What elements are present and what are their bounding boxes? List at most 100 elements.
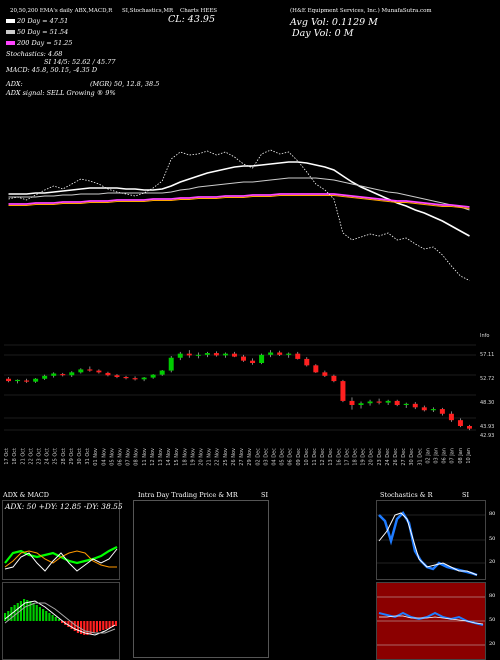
x-axis-label: 18 Oct xyxy=(12,448,18,465)
macd-bar xyxy=(45,611,48,621)
candle-body xyxy=(105,372,111,376)
candle-body xyxy=(42,375,48,379)
stochastics-panel: 80 50 20 xyxy=(376,500,495,580)
x-axis-label: 03 Dec xyxy=(263,448,269,466)
x-axis-label: 13 Dec xyxy=(328,448,334,466)
candle-body xyxy=(6,378,12,382)
close-dotted-line xyxy=(8,149,470,281)
x-axis-label: 21 Oct xyxy=(20,448,26,465)
x-axis-label: 01 Nov xyxy=(93,448,99,466)
x-axis-label: 30 Oct xyxy=(77,448,83,465)
candle-body xyxy=(250,360,256,363)
stoch-lines xyxy=(377,510,485,577)
adx-values: ADX: 50 +DY: 12.85 -DY: 38.55 xyxy=(5,502,123,511)
macd-bar xyxy=(114,621,117,626)
candle-body xyxy=(286,353,292,355)
stoch-tick-80: 80 xyxy=(489,511,496,517)
si-white-line xyxy=(379,615,484,625)
x-axis-label: 25 Nov xyxy=(223,448,229,466)
day-volume: Day Vol: 0 M xyxy=(292,28,354,39)
candle-body xyxy=(87,369,93,371)
x-axis-label: 26 Dec xyxy=(393,448,399,466)
candle-body xyxy=(421,407,427,411)
x-axis-label: 10 Jan xyxy=(466,448,472,464)
candle-body xyxy=(213,353,219,356)
candle-body xyxy=(268,352,274,355)
candle-body xyxy=(141,377,147,380)
intraday-si-label: SI xyxy=(261,491,269,499)
price-axis-label: 43.93 xyxy=(480,424,494,430)
macd-bar xyxy=(32,603,35,621)
candle-body xyxy=(304,358,310,366)
candle-body xyxy=(159,370,165,375)
main-price-chart: Info 57.11 52.72 48.30 43.93 42.93 17 Oct 18 O… xyxy=(4,149,494,466)
candle-body xyxy=(96,370,102,373)
candle-body xyxy=(114,375,120,377)
x-axis-label: 26 Nov xyxy=(231,448,237,466)
candle-body xyxy=(376,401,382,403)
x-axis-label: 24 Oct xyxy=(45,448,51,465)
x-axis-label: 12 Dec xyxy=(320,448,326,466)
macd-bar xyxy=(4,613,7,621)
macd-bar xyxy=(29,601,32,621)
x-axis-label: 18 Dec xyxy=(353,448,359,466)
x-axis-label: 20 Nov xyxy=(199,448,205,466)
candle-body xyxy=(412,403,418,408)
stoch-panel-title: Stochastics & R xyxy=(380,491,433,499)
x-axis-label: 22 Nov xyxy=(215,448,221,466)
candle-body xyxy=(186,353,192,356)
legend-ema50: 50 Day = 51.54 xyxy=(6,28,68,36)
legend-macd: MACD: 45.8, 50.15, -4.35 D xyxy=(6,66,98,74)
adx-orange-line xyxy=(4,550,117,568)
x-axis-label: 25 Oct xyxy=(53,448,59,465)
candle-body xyxy=(168,357,174,371)
ema50-line xyxy=(8,177,470,211)
x-axis-label: 15 Nov xyxy=(174,448,180,466)
candle-body xyxy=(331,375,337,382)
x-axis-label: 21 Nov xyxy=(207,448,213,466)
close-price: CL: 43.95 xyxy=(168,14,215,25)
x-axis-label: 09 Dec xyxy=(296,448,302,466)
macd-bar xyxy=(54,617,57,621)
macd-histogram xyxy=(4,599,117,636)
candle-body xyxy=(15,379,21,382)
macd-bar xyxy=(38,607,41,621)
x-axis-label: 19 Nov xyxy=(190,448,196,466)
si-tick-50: 50 xyxy=(489,617,496,623)
x-axis-label: 28 Oct xyxy=(61,448,67,465)
x-axis-label: 12 Nov xyxy=(150,448,156,466)
candle-body xyxy=(195,354,201,356)
si-tick-80: 80 xyxy=(489,593,496,599)
candle-body xyxy=(259,354,265,363)
candle-body xyxy=(33,378,39,382)
candle-body xyxy=(241,356,247,361)
stoch-tick-50: 50 xyxy=(489,536,496,542)
macd-bar xyxy=(13,605,16,621)
macd-bar xyxy=(80,621,83,634)
candle-body xyxy=(295,353,301,359)
x-axis-label: 29 Nov xyxy=(247,448,253,466)
price-axis-label: 57.11 xyxy=(480,352,494,358)
x-axis-label: 04 Nov xyxy=(101,448,107,466)
candle-body xyxy=(430,409,436,411)
candle-body xyxy=(177,353,183,358)
x-axis-label: 19 Dec xyxy=(361,448,367,466)
candle-body xyxy=(69,372,75,376)
si-tick-20: 20 xyxy=(489,641,496,647)
adx-white-line xyxy=(4,548,118,572)
legend-stochastics: Stochastics: 4.68 xyxy=(6,50,63,58)
macd-bar xyxy=(16,603,19,621)
legend-mgr: (MGR) 50, 12.8, 38.5 xyxy=(90,80,160,88)
candle-body xyxy=(394,400,400,405)
x-axis-label: 13 Nov xyxy=(158,448,164,466)
macd-line xyxy=(4,600,116,636)
adx-green-line xyxy=(4,546,118,565)
header-charts-for: Charts HEES xyxy=(180,8,218,14)
candle-body xyxy=(403,403,409,405)
candle-body xyxy=(367,401,373,404)
x-axis-label: 17 Dec xyxy=(344,448,350,466)
x-axis-label: 18 Nov xyxy=(182,448,188,466)
x-axis-label: 20 Dec xyxy=(369,448,375,466)
macd-bar xyxy=(73,621,76,631)
ema50-swatch xyxy=(6,30,15,34)
